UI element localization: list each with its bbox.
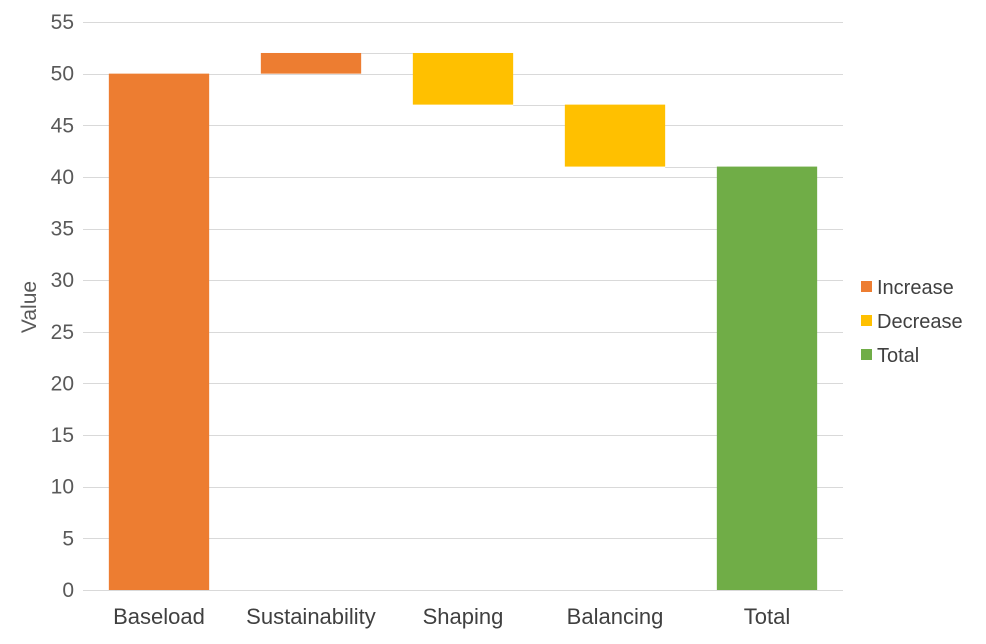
legend-label-increase: Increase: [877, 277, 954, 299]
x-category-labels: Baseload Sustainability Shaping Balancing To…: [113, 604, 790, 629]
legend-swatch-decrease: [861, 315, 872, 326]
bar-sustainability: [260, 52, 362, 74]
y-tick-label-25: 25: [51, 321, 74, 344]
legend-label-total: Total: [877, 345, 919, 367]
y-tick-label-45: 45: [51, 114, 74, 137]
legend: Increase Decrease Total: [861, 277, 963, 367]
y-tick-label-50: 50: [51, 63, 74, 86]
legend-label-decrease: Decrease: [877, 311, 963, 333]
y-tick-label-55: 55: [51, 11, 74, 34]
gridlines: [83, 22, 843, 539]
y-tick-label-5: 5: [62, 527, 74, 550]
x-category-label-shaping: Shaping: [423, 604, 504, 629]
y-tick-label-20: 20: [51, 372, 74, 395]
y-tick-label-35: 35: [51, 218, 74, 241]
y-tick-label-15: 15: [51, 424, 74, 447]
bar-balancing: [564, 104, 666, 167]
x-category-label-balancing: Balancing: [567, 604, 664, 629]
bars: [108, 52, 818, 591]
y-tick-label-40: 40: [51, 166, 74, 189]
legend-swatch-increase: [861, 281, 872, 292]
y-axis-title: Value: [18, 281, 41, 333]
y-tick-labels: 0 5 10 15 20 25 30 35 40 45 50 55: [51, 11, 74, 602]
x-category-label-sustainability: Sustainability: [246, 604, 376, 629]
bar-total: [716, 166, 818, 590]
bar-shaping: [412, 52, 514, 105]
y-tick-label-0: 0: [62, 579, 74, 602]
legend-swatch-total: [861, 349, 872, 360]
y-tick-label-10: 10: [51, 476, 74, 499]
connector-lines: [209, 53, 717, 168]
bar-baseload: [108, 73, 210, 591]
x-category-label-total: Total: [744, 604, 790, 629]
x-category-label-baseload: Baseload: [113, 604, 205, 629]
y-tick-label-30: 30: [51, 269, 74, 292]
